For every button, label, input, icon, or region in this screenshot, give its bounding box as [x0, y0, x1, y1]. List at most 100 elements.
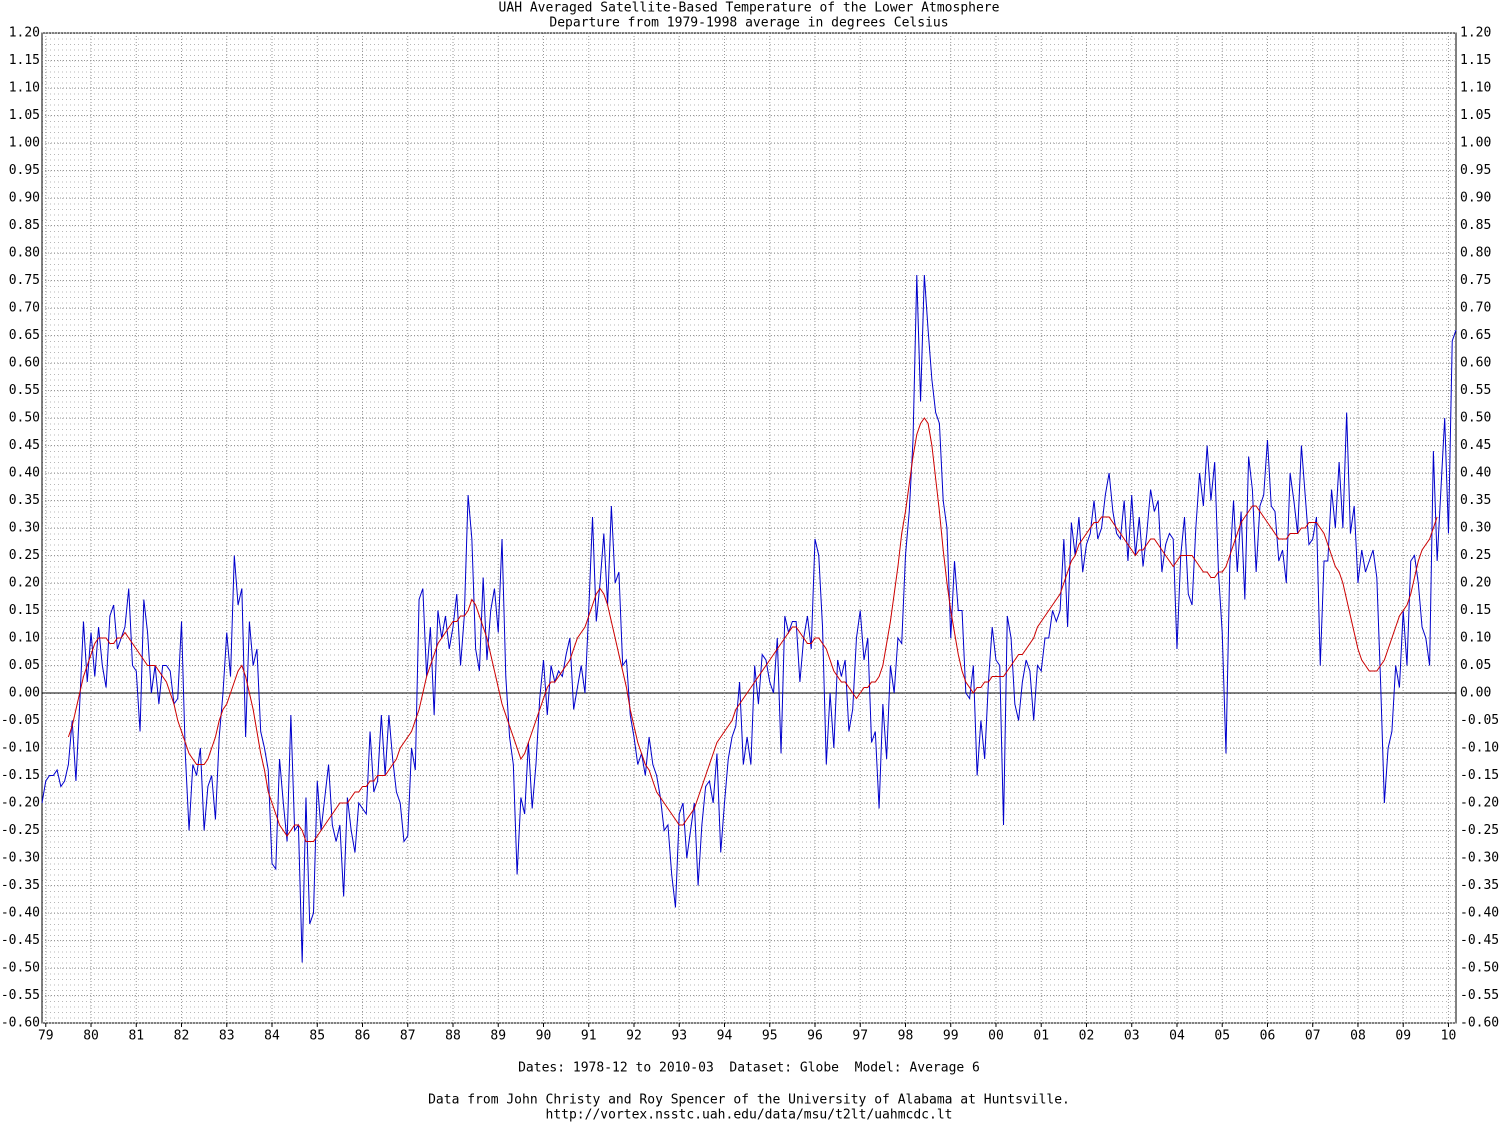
y2-tick-label: 1.05: [1460, 108, 1491, 123]
x-tick-label: 84: [264, 1029, 280, 1044]
y-tick-label: 0.10: [9, 631, 40, 646]
y2-tick-label: 1.10: [1460, 81, 1491, 96]
y-tick-label: -0.05: [1, 713, 40, 728]
y-tick-label: -0.40: [1, 906, 40, 921]
y2-tick-label: -0.50: [1460, 961, 1499, 976]
x-tick-label: 94: [717, 1029, 733, 1044]
x-tick-label: 95: [762, 1029, 778, 1044]
minor-grid: [42, 33, 1456, 1023]
y2-tick-label: -0.40: [1460, 906, 1499, 921]
y2-tick-label: 0.90: [1460, 191, 1491, 206]
footer: Dates: 1978-12 to 2010-03 Dataset: Globe…: [518, 1061, 980, 1076]
x-tick-label: 04: [1169, 1029, 1185, 1044]
y2-tick-label: 0.85: [1460, 218, 1491, 233]
y2-tick-label: -0.10: [1460, 741, 1499, 756]
x-tick-label: 01: [1033, 1029, 1049, 1044]
y-tick-label: 0.50: [9, 411, 40, 426]
source: http://vortex.nsstc.uah.edu/data/msu/t2l…: [546, 1108, 953, 1123]
x-tick-label: 09: [1395, 1029, 1411, 1044]
y-tick-label: 1.00: [9, 136, 40, 151]
x-tick-label: 92: [626, 1029, 642, 1044]
y2-tick-label: 1.00: [1460, 136, 1491, 151]
y2-tick-label: 0.15: [1460, 603, 1491, 618]
y2-tick-label: -0.55: [1460, 988, 1499, 1003]
y2-tick-label: 0.50: [1460, 411, 1491, 426]
x-tick-label: 93: [671, 1029, 687, 1044]
y2-tick-label: 0.60: [1460, 356, 1491, 371]
y2-tick-label: 0.20: [1460, 576, 1491, 591]
x-tick-label: 07: [1305, 1029, 1321, 1044]
y-tick-label: 0.45: [9, 438, 40, 453]
y-tick-label: 0.15: [9, 603, 40, 618]
y-tick-label: -0.20: [1, 796, 40, 811]
x-tick-label: 88: [445, 1029, 461, 1044]
y-tick-label: 0.05: [9, 658, 40, 673]
y-tick-label: 0.75: [9, 273, 40, 288]
y-tick-label: 0.40: [9, 466, 40, 481]
x-tick-label: 91: [581, 1029, 597, 1044]
x-tick-label: 10: [1441, 1029, 1457, 1044]
y-tick-label: 0.00: [9, 686, 40, 701]
x-tick-label: 99: [943, 1029, 959, 1044]
y2-tick-label: -0.60: [1460, 1016, 1499, 1031]
y-tick-label: -0.35: [1, 878, 40, 893]
series-line: [41, 274, 1457, 963]
x-tick-label: 82: [174, 1029, 190, 1044]
y-tick-label: -0.60: [1, 1016, 40, 1031]
x-tick-label: 80: [83, 1029, 99, 1044]
y2-tick-label: 1.15: [1460, 53, 1491, 68]
y-tick-label: -0.30: [1, 851, 40, 866]
x-tick-label: 86: [355, 1029, 371, 1044]
y-tick-label: 1.10: [9, 81, 40, 96]
credit: Data from John Christy and Roy Spencer o…: [428, 1093, 1070, 1108]
y2-tick-label: -0.35: [1460, 878, 1499, 893]
y-tick-label: 0.20: [9, 576, 40, 591]
y2-tick-label: 0.70: [1460, 301, 1491, 316]
y-tick-label: -0.10: [1, 741, 40, 756]
y2-tick-label: -0.20: [1460, 796, 1499, 811]
y2-tick-label: 1.20: [1460, 26, 1491, 41]
y2-tick-label: 0.10: [1460, 631, 1491, 646]
x-tick-label: 97: [852, 1029, 868, 1044]
x-tick-label: 98: [898, 1029, 914, 1044]
y2-tick-label: 0.95: [1460, 163, 1491, 178]
x-tick-label: 08: [1350, 1029, 1366, 1044]
series-line: [67, 417, 1438, 842]
y2-tick-label: -0.30: [1460, 851, 1499, 866]
x-tick-label: 03: [1124, 1029, 1140, 1044]
y2-tick-label: -0.05: [1460, 713, 1499, 728]
y2-tick-label: 0.35: [1460, 493, 1491, 508]
y-tick-label: 1.05: [9, 108, 40, 123]
x-tick-label: 06: [1260, 1029, 1276, 1044]
x-tick-label: 85: [309, 1029, 325, 1044]
y-tick-label: 0.70: [9, 301, 40, 316]
y-tick-label: -0.55: [1, 988, 40, 1003]
y-tick-label: 0.30: [9, 521, 40, 536]
y2-tick-label: 0.75: [1460, 273, 1491, 288]
y-tick-label: 0.85: [9, 218, 40, 233]
y2-tick-label: -0.45: [1460, 933, 1499, 948]
y-tick-label: 1.20: [9, 26, 40, 41]
y2-tick-label: 0.55: [1460, 383, 1491, 398]
y-tick-label: -0.25: [1, 823, 40, 838]
y2-tick-label: 0.05: [1460, 658, 1491, 673]
y-tick-label: 0.80: [9, 246, 40, 261]
y-tick-label: 0.60: [9, 356, 40, 371]
y-tick-label: -0.45: [1, 933, 40, 948]
y-tick-label: 1.15: [9, 53, 40, 68]
chart-subtitle: Departure from 1979-1998 average in degr…: [549, 16, 948, 31]
y-tick-label: 0.65: [9, 328, 40, 343]
y-tick-label: 0.95: [9, 163, 40, 178]
x-tick-label: 79: [38, 1029, 54, 1044]
y-tick-label: -0.50: [1, 961, 40, 976]
y-tick-label: 0.25: [9, 548, 40, 563]
x-tick-label: 81: [128, 1029, 144, 1044]
x-tick-label: 83: [219, 1029, 235, 1044]
y2-tick-label: 0.40: [1460, 466, 1491, 481]
y-tick-label: 0.55: [9, 383, 40, 398]
x-tick-label: 87: [400, 1029, 416, 1044]
x-tick-label: 02: [1079, 1029, 1095, 1044]
y-tick-label: -0.15: [1, 768, 40, 783]
x-tick-label: 90: [536, 1029, 552, 1044]
